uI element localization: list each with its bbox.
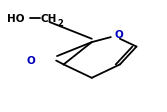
Text: 2: 2 [58,18,64,27]
Text: CH: CH [40,13,57,23]
Text: HO: HO [7,13,25,23]
Text: O: O [27,55,36,65]
Text: O: O [115,29,123,39]
